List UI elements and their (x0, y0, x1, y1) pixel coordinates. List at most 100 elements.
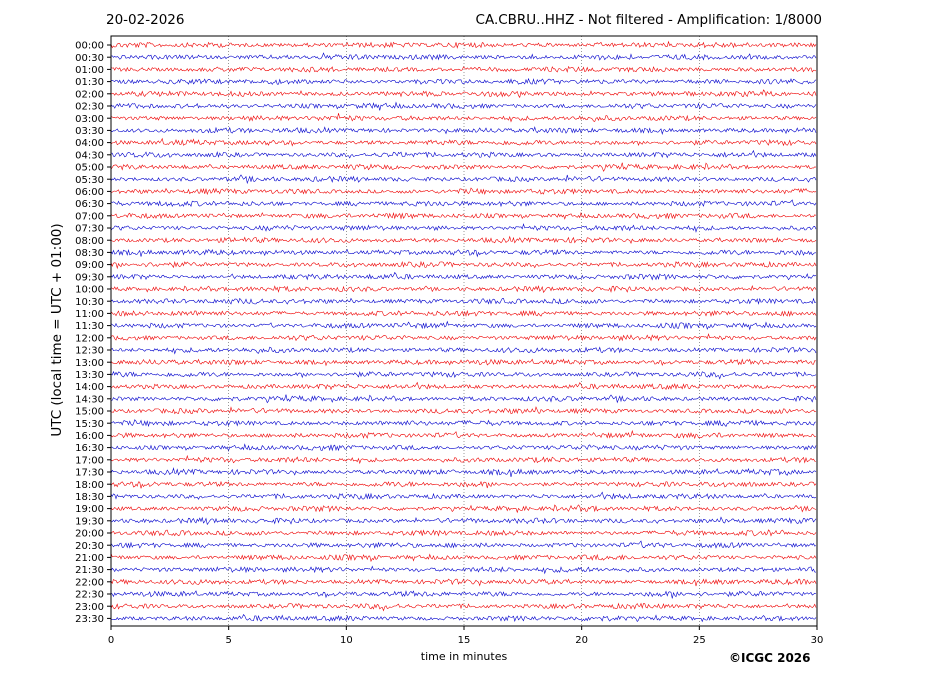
y-tick-label: 00:30 (75, 53, 104, 64)
trace-row (110, 443, 817, 452)
trace-row (110, 285, 817, 294)
y-tick-label: 03:00 (75, 114, 104, 125)
y-tick-label: 13:30 (75, 370, 104, 381)
y-tick-label: 20:30 (75, 541, 104, 552)
y-tick-label: 05:00 (75, 163, 104, 174)
trace-row (110, 89, 817, 99)
y-tick-label: 00:00 (75, 41, 104, 52)
trace-row (110, 602, 817, 612)
y-tick-label: 03:30 (75, 126, 104, 137)
y-tick-label: 19:30 (75, 516, 104, 527)
copyright-label: ©ICGC 2026 (729, 651, 811, 665)
trace-row (110, 454, 817, 465)
chart-title: CA.CBRU..HHZ - Not filtered - Amplificat… (475, 12, 822, 28)
y-tick-label: 06:00 (75, 187, 104, 198)
trace-row (110, 429, 817, 440)
x-tick-label: 25 (693, 635, 706, 646)
trace-row (110, 174, 817, 185)
trace-row (110, 40, 817, 49)
y-tick-label: 17:00 (75, 455, 104, 466)
seismic-traces (110, 40, 817, 623)
x-tick-label: 20 (575, 635, 588, 646)
trace-row (110, 529, 817, 537)
y-tick-label: 02:00 (75, 89, 104, 100)
y-tick-label: 12:30 (75, 346, 104, 357)
trace-row (110, 406, 817, 415)
trace-row (110, 211, 817, 220)
y-tick-label: 04:00 (75, 138, 104, 149)
trace-row (110, 333, 817, 342)
trace-row (110, 297, 817, 305)
y-tick-label: 13:00 (75, 358, 104, 369)
x-tick-label: 10 (340, 635, 353, 646)
trace-row (110, 223, 817, 233)
x-tick-label: 30 (811, 635, 824, 646)
y-tick-label: 11:30 (75, 321, 104, 332)
y-tick-label: 23:00 (75, 602, 104, 613)
trace-row (110, 320, 817, 331)
x-axis-label: time in minutes (420, 650, 508, 663)
y-tick-label: 12:00 (75, 333, 104, 344)
trace-row (110, 187, 817, 196)
trace-row (110, 480, 817, 489)
trace-row (110, 540, 817, 549)
trace-row (110, 358, 817, 367)
trace-row (110, 235, 817, 244)
y-tick-label: 16:30 (75, 443, 104, 454)
trace-row (110, 137, 817, 147)
y-tick-label: 14:00 (75, 382, 104, 393)
x-tick-label: 0 (108, 635, 114, 646)
trace-row (110, 126, 817, 135)
y-tick-label: 18:30 (75, 492, 104, 503)
y-tick-label: 01:00 (75, 65, 104, 76)
y-tick-label: 07:00 (75, 211, 104, 222)
y-tick-label: 09:30 (75, 272, 104, 283)
x-axis-ticks: 0 5 10 15 20 25 30 (108, 626, 824, 646)
trace-row (110, 309, 817, 317)
y-axis-label: UTC (local time = UTC + 01:00) (49, 223, 65, 437)
y-tick-label: 05:30 (75, 175, 104, 186)
x-tick-label: 15 (458, 635, 471, 646)
trace-row (110, 394, 817, 404)
y-tick-label: 21:30 (75, 565, 104, 576)
y-tick-label: 06:30 (75, 199, 104, 210)
y-tick-label: 16:00 (75, 431, 104, 442)
y-tick-label: 02:30 (75, 102, 104, 113)
trace-row (110, 271, 817, 281)
y-tick-label: 09:00 (75, 260, 104, 271)
trace-row (110, 613, 817, 623)
trace-row (110, 370, 817, 380)
trace-row (110, 419, 817, 428)
trace-row (110, 149, 817, 159)
trace-row (110, 260, 817, 270)
y-tick-label: 10:30 (75, 297, 104, 308)
trace-row (110, 65, 817, 73)
y-tick-label: 07:30 (75, 224, 104, 235)
trace-row (110, 491, 817, 500)
trace-row (110, 516, 817, 526)
y-tick-label: 11:00 (75, 309, 104, 320)
y-tick-label: 23:30 (75, 614, 104, 625)
trace-row (110, 467, 817, 478)
y-tick-label: 15:30 (75, 419, 104, 430)
y-tick-label: 08:30 (75, 248, 104, 259)
trace-row (110, 578, 817, 587)
trace-row (110, 199, 817, 208)
trace-row (110, 346, 817, 355)
date-label: 20-02-2026 (106, 12, 185, 28)
y-tick-label: 08:00 (75, 236, 104, 247)
y-tick-label: 10:00 (75, 285, 104, 296)
trace-row (110, 52, 817, 61)
x-tick-label: 5 (225, 635, 231, 646)
y-tick-label: 14:30 (75, 394, 104, 405)
y-tick-label: 17:30 (75, 468, 104, 479)
y-tick-label: 22:30 (75, 590, 104, 601)
y-tick-label: 15:00 (75, 407, 104, 418)
trace-row (110, 565, 817, 575)
y-tick-label: 20:00 (75, 529, 104, 540)
trace-row (110, 381, 817, 391)
trace-row (110, 113, 817, 123)
trace-row (110, 504, 817, 514)
trace-row (110, 248, 817, 258)
